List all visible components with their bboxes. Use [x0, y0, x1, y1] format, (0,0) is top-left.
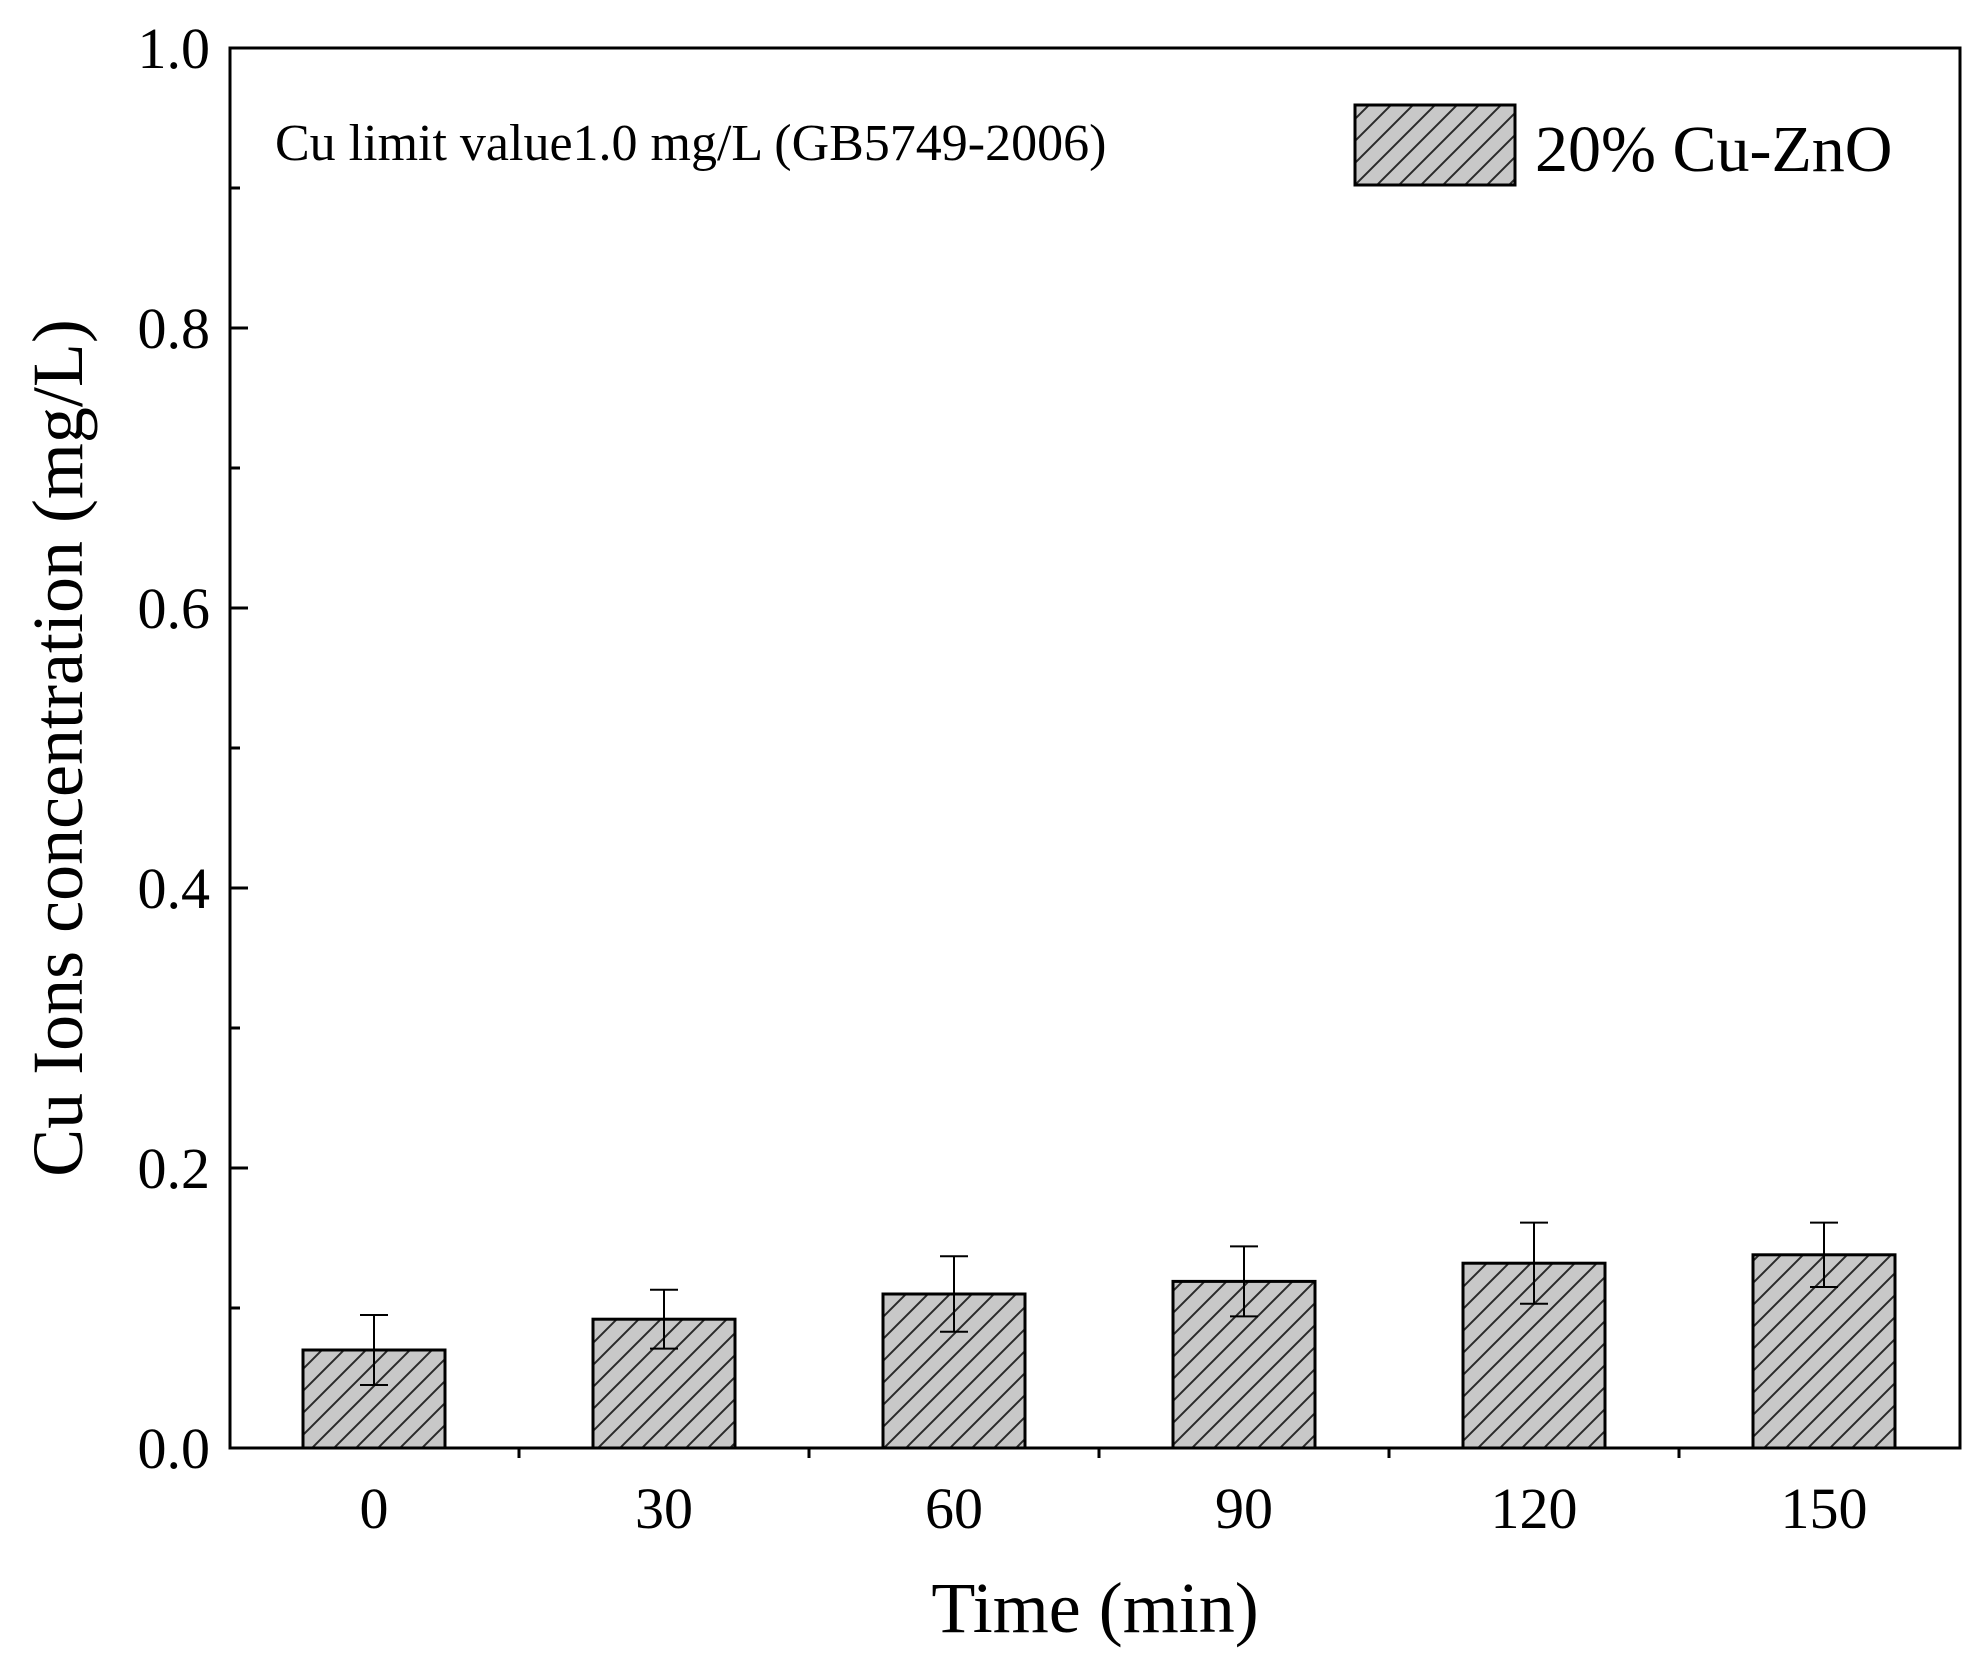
y-tick-label: 0.8 — [138, 296, 211, 361]
x-axis-title: Time (min) — [931, 1568, 1258, 1648]
bars-layer — [301, 1253, 1897, 1450]
limit-annotation: Cu limit value1.0 mg/L (GB5749-2006) — [275, 115, 1106, 172]
bar — [1171, 1279, 1317, 1450]
plot-frame — [228, 46, 1962, 1450]
y-tick-label: 0.2 — [138, 1136, 211, 1201]
legend-swatch — [1353, 103, 1517, 187]
y-tick-label: 0.6 — [138, 576, 211, 641]
x-tick-label: 120 — [1491, 1476, 1578, 1541]
y-tick-label: 0.0 — [138, 1416, 211, 1481]
y-axis: 0.0 0.2 0.4 0.6 0.8 1.0 — [138, 16, 248, 1481]
legend-label: 20% Cu-ZnO — [1535, 113, 1892, 186]
bar — [1461, 1261, 1607, 1450]
y-axis-title: Cu Ions concentration (mg/L) — [18, 319, 98, 1177]
x-tick-label: 90 — [1215, 1476, 1273, 1541]
x-tick-label: 150 — [1781, 1476, 1868, 1541]
x-tick-label: 0 — [360, 1476, 389, 1541]
x-tick-label: 60 — [925, 1476, 983, 1541]
legend: 20% Cu-ZnO — [1353, 103, 1892, 187]
y-tick-label: 0.4 — [138, 856, 211, 921]
error-bars-layer — [360, 1221, 1838, 1386]
x-axis: 0 30 60 90 120 150 — [360, 1448, 1868, 1541]
x-tick-label: 30 — [635, 1476, 693, 1541]
y-tick-label: 1.0 — [138, 16, 211, 81]
